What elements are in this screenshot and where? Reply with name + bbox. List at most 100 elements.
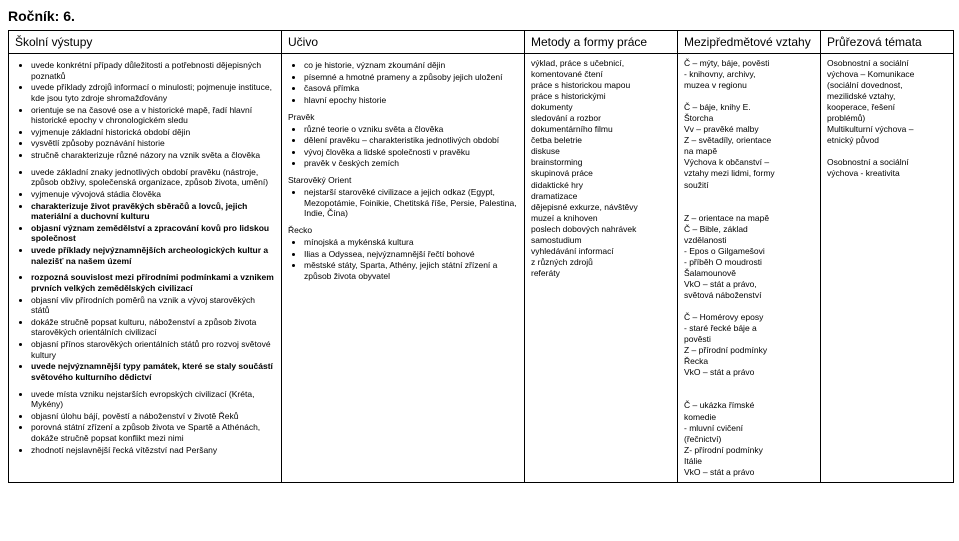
text-line: Multikulturní výchova – [827,124,947,135]
text-line: muzea v regionu [684,80,814,91]
subheading-orient: Starověký Orient [288,175,518,185]
list-item: vyjmenuje základní historická období děj… [31,127,275,138]
text-line: Z – přírodní podmínky [684,345,814,356]
text-line [684,91,814,102]
cell-mezipredmet: Č – mýty, báje, pověsti - knihovny, arch… [678,54,821,483]
list-item: vývoj člověka a lidské společnosti v pra… [304,147,518,158]
text-line: (řečnictví) [684,434,814,445]
list-item: objasní vliv přírodních poměrů na vznik … [31,295,275,316]
th-ucivo: Učivo [282,31,525,54]
list-item: objasní přínos starověkých orientálních … [31,339,275,360]
text-line: komentované čtení [531,69,671,80]
text-line: dokumentárního filmu [531,124,671,135]
cell-ucivo: co je historie, význam zkoumání dějinpís… [282,54,525,483]
text-line [684,378,814,389]
list-item: vyjmenuje vývojová stádia člověka [31,189,275,200]
list-item: Ilias a Odyssea, nejvýznamnější řečtí bo… [304,249,518,260]
text-line: mezilidské vztahy, [827,91,947,102]
text-line: didaktické hry [531,180,671,191]
list-item: časová přímka [304,83,518,94]
text-line: práce s historickými [531,91,671,102]
text-line: světová náboženství [684,290,814,301]
list-item: písemné a hmotné prameny a způsoby jejic… [304,72,518,83]
text-line: Osobnostní a sociální [827,58,947,69]
text-line: z různých zdrojů [531,257,671,268]
curriculum-table: Školní výstupy Učivo Metody a formy prác… [8,30,954,483]
list-item: dokáže stručně popsat kulturu, náboženst… [31,317,275,338]
text-line: sledování a rozbor [531,113,671,124]
text-line: VkO – stát a právo, [684,279,814,290]
text-line: muzeí a knihoven [531,213,671,224]
list-item: uvede nejvýznamnější typy památek, které… [31,361,275,382]
list-item: mínojská a mykénská kultura [304,237,518,248]
text-line: VkO – stát a právo [684,367,814,378]
text-line: četba beletrie [531,135,671,146]
text-line: Č – Bible, základ [684,224,814,235]
subheading-pravek: Pravěk [288,112,518,122]
text-line: etnický původ [827,135,947,146]
text-line: poslech dobových nahrávek [531,224,671,235]
text-line: - knihovny, archivy, [684,69,814,80]
text-line: vztahy mezi lidmi, formy [684,168,814,179]
text-line: práce s historickou mapou [531,80,671,91]
list-item: porovná státní zřízení a způsob života v… [31,422,275,443]
cell-metody: výklad, práce s učebnicí,komentované čte… [525,54,678,483]
list-item: vysvětlí způsoby poznávání historie [31,138,275,149]
text-line: Č – báje, knihy E. [684,102,814,113]
text-line [684,191,814,202]
text-line: Vv – pravěké malby [684,124,814,135]
list-item: pravěk v českých zemích [304,158,518,169]
text-line: Č – Homérovy eposy [684,312,814,323]
list-item: uvede základní znaky jednotlivých období… [31,167,275,188]
list-item: uvede příklady zdrojů informací o minulo… [31,82,275,103]
list-item: orientuje se na časové ose a v historick… [31,105,275,126]
list-item: co je historie, význam zkoumání dějin [304,60,518,71]
text-line: vyhledávání informací [531,246,671,257]
text-line: dějepisné exkurze, návštěvy [531,202,671,213]
text-line: vzdělanosti [684,235,814,246]
list-item: rozpozná souvislost mezi přírodními podm… [31,272,275,293]
text-line: skupinová práce [531,168,671,179]
text-line [684,301,814,312]
text-line: Z – orientace na mapě [684,213,814,224]
text-line [684,389,814,400]
th-metody: Metody a formy práce [525,31,678,54]
page-title: Ročník: 6. [8,8,951,24]
text-line: - Epos o Gilgamešovi [684,246,814,257]
list-item: dělení pravěku – charakteristika jednotl… [304,135,518,146]
text-line [684,202,814,213]
list-item: stručně charakterizuje různé názory na v… [31,150,275,161]
th-mezipredmet: Mezipředmětové vztahy [678,31,821,54]
text-line: Výchova k občanství – [684,157,814,168]
text-line: výchova - kreativita [827,168,947,179]
text-line: problémů) [827,113,947,124]
list-item: objasní úlohu bájí, pověstí a náboženstv… [31,411,275,422]
text-line: Štorcha [684,113,814,124]
text-line: (sociální dovednost, [827,80,947,91]
cell-vystupy: uvede konkrétní případy důležitosti a po… [9,54,282,483]
text-line: - staré řecké báje a [684,323,814,334]
text-line: Z- přírodní podmínky [684,445,814,456]
text-line: - mluvní cvičení [684,423,814,434]
text-line: VkO – stát a právo [684,467,814,478]
list-item: objasní význam zemědělství a zpracování … [31,223,275,244]
th-prurezova: Průřezová témata [821,31,954,54]
text-line: Řecka [684,356,814,367]
list-item: uvede místa vzniku nejstarších evropskýc… [31,389,275,410]
text-line: soužití [684,180,814,191]
text-line: Šalamounově [684,268,814,279]
text-line: - příběh O moudrosti [684,257,814,268]
text-line: komedie [684,412,814,423]
list-item: zhodnotí nejslavnější řecká vítězství na… [31,445,275,456]
text-line: diskuse [531,146,671,157]
cell-prurezova: Osobnostní a sociálnívýchova – Komunikac… [821,54,954,483]
text-line: Osobnostní a sociální [827,157,947,168]
text-line: výchova – Komunikace [827,69,947,80]
text-line: na mapě [684,146,814,157]
list-item: charakterizuje život pravěkých sběračů a… [31,201,275,222]
list-item: různé teorie o vzniku světa a člověka [304,124,518,135]
text-line: Č – mýty, báje, pověsti [684,58,814,69]
text-line: referáty [531,268,671,279]
text-line: brainstorming [531,157,671,168]
list-item: uvede konkrétní případy důležitosti a po… [31,60,275,81]
